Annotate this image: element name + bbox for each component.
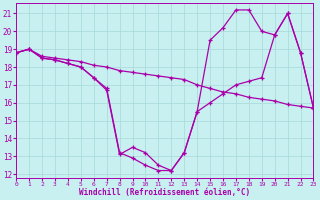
X-axis label: Windchill (Refroidissement éolien,°C): Windchill (Refroidissement éolien,°C) (79, 188, 250, 197)
